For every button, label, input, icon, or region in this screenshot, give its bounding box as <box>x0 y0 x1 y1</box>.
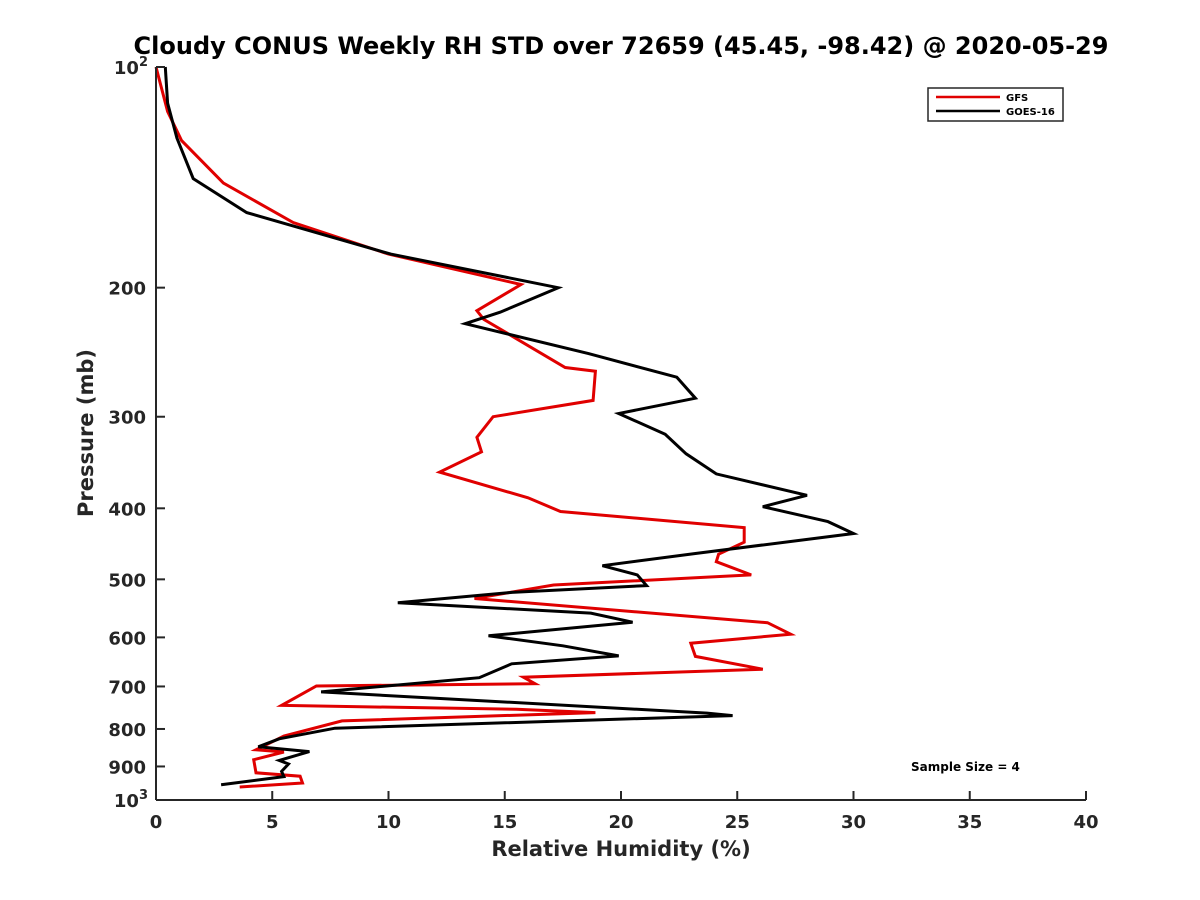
y-tick-label: 102 <box>114 55 148 79</box>
sample-size-annotation: Sample Size = 4 <box>911 760 1020 774</box>
plot-area: 0 5 10 15 20 25 30 35 40 102 200 300 400 500 600 700 80… <box>108 55 1098 833</box>
legend-box <box>927 87 1064 122</box>
x-axis-label: Relative Humidity (%) <box>491 837 750 861</box>
y-tick-label: 300 <box>108 408 146 429</box>
x-tick-label: 0 <box>150 812 163 833</box>
y-axis-ticks: 102 200 300 400 500 600 700 800 900 103 <box>108 55 165 812</box>
series-line-goes16 <box>163 66 859 787</box>
legend-label-goes16: GOES-16 <box>1006 107 1055 118</box>
x-tick-label: 35 <box>957 812 982 833</box>
legend-label-gfs: GFS <box>1006 93 1028 104</box>
y-tick-label: 500 <box>108 570 146 591</box>
y-tick-label: 103 <box>114 788 148 812</box>
x-tick-label: 10 <box>376 812 401 833</box>
x-tick-label: 25 <box>725 812 750 833</box>
x-tick-label: 40 <box>1073 812 1098 833</box>
y-axis-label: Pressure (mb) <box>74 349 98 517</box>
series-line-gfs <box>154 66 797 789</box>
y-tick-label: 800 <box>108 720 146 741</box>
y-tick-label: 900 <box>108 757 146 778</box>
y-tick-label: 200 <box>108 279 146 300</box>
x-axis-ticks: 0 5 10 15 20 25 30 35 40 <box>150 791 1099 833</box>
series-layer <box>154 66 859 789</box>
x-tick-label: 15 <box>492 812 517 833</box>
x-tick-label: 30 <box>841 812 866 833</box>
axis-lines <box>155 67 1086 801</box>
x-tick-label: 5 <box>266 812 279 833</box>
chart-title: Cloudy CONUS Weekly RH STD over 72659 (4… <box>134 32 1109 60</box>
legend: GFS GOES-16 <box>927 87 1064 122</box>
y-tick-label: 400 <box>108 499 146 520</box>
y-tick-label: 600 <box>108 628 146 649</box>
x-tick-label: 20 <box>608 812 633 833</box>
y-tick-label: 700 <box>108 677 146 698</box>
